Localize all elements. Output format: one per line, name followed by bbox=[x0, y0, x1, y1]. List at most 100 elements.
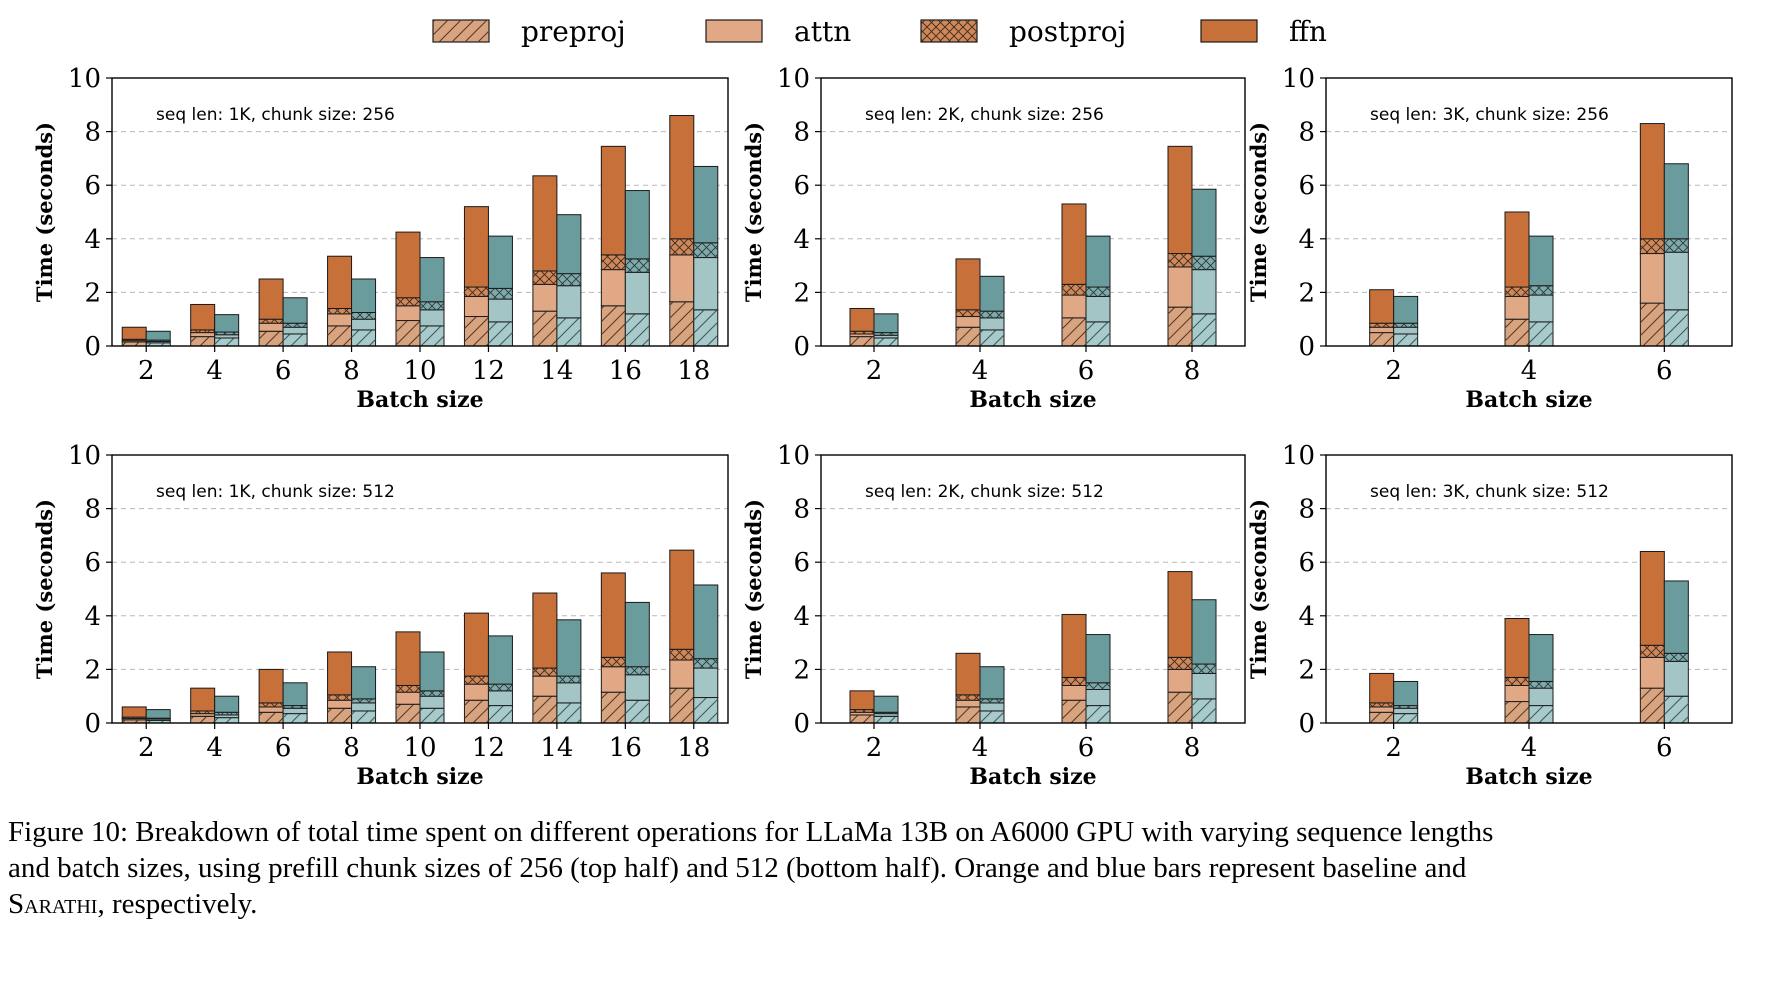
bar-pattern-preproj bbox=[1529, 321, 1553, 346]
bar-sarathi-attn bbox=[351, 702, 377, 712]
x-tick-label: 2 bbox=[138, 356, 155, 386]
bar-pattern-postproj bbox=[1086, 682, 1110, 690]
bar-pattern-preproj bbox=[283, 713, 308, 723]
bar-baseline-attn bbox=[327, 699, 353, 709]
bar-baseline-attn bbox=[1504, 684, 1530, 703]
bar-sarathi-attn bbox=[693, 257, 719, 311]
bar-pattern-postproj bbox=[122, 717, 147, 719]
legend-swatch-ffn bbox=[1200, 19, 1258, 43]
x-axis-label: Batch size bbox=[969, 764, 1096, 790]
y-tick-label: 8 bbox=[84, 495, 101, 525]
bar-pattern-preproj bbox=[532, 311, 557, 346]
bar-pattern-preproj bbox=[601, 305, 626, 346]
chart-panel-3: seq len: 3K, chunk size: 256 2 4 6 0 2 4 6 8 10 Ba… bbox=[1246, 64, 1733, 413]
x-tick-label: 4 bbox=[1521, 356, 1538, 386]
bar-pattern-postproj bbox=[556, 676, 581, 683]
bar-sarathi-attn bbox=[1528, 294, 1554, 323]
y-tick-label: 0 bbox=[1298, 332, 1315, 362]
x-tick-label: 6 bbox=[1656, 356, 1673, 386]
bar-baseline-ffn bbox=[1369, 672, 1395, 704]
bar-pattern-postproj bbox=[122, 339, 147, 341]
bar-pattern-preproj bbox=[1393, 713, 1418, 723]
bar-pattern-postproj bbox=[1192, 256, 1216, 270]
bar-pattern-preproj bbox=[396, 320, 420, 346]
bar-pattern-preproj bbox=[488, 321, 513, 346]
bar-sarathi-attn bbox=[556, 682, 582, 704]
legend-label-preproj: preproj bbox=[521, 15, 626, 48]
legend-item-preproj: preproj bbox=[432, 15, 626, 48]
bar-pattern-preproj bbox=[1168, 307, 1192, 346]
bar-sarathi-ffn bbox=[624, 190, 650, 260]
bar-baseline-ffn bbox=[258, 668, 284, 704]
bar-baseline-ffn bbox=[849, 690, 875, 711]
bar-sarathi-ffn bbox=[214, 314, 240, 333]
bar-baseline-attn bbox=[955, 316, 981, 328]
bar-pattern-postproj bbox=[283, 705, 308, 709]
bar-pattern-preproj bbox=[956, 706, 980, 723]
bar-sarathi-ffn bbox=[1528, 235, 1554, 287]
bar-sarathi-ffn bbox=[1528, 634, 1554, 682]
bar-sarathi-attn bbox=[624, 271, 650, 315]
x-tick-label: 8 bbox=[1184, 733, 1201, 763]
bar-baseline-attn bbox=[1061, 684, 1087, 701]
y-tick-label: 6 bbox=[1298, 548, 1315, 578]
bar-pattern-preproj bbox=[1640, 688, 1665, 723]
bar-pattern-preproj bbox=[122, 341, 147, 346]
bar-sarathi-attn bbox=[979, 702, 1005, 712]
plot-frame bbox=[111, 454, 729, 724]
bar-sarathi-attn bbox=[1191, 269, 1217, 315]
bar-sarathi-ffn bbox=[1393, 680, 1419, 707]
bar-sarathi-attn bbox=[556, 285, 582, 319]
y-tick-label: 4 bbox=[1298, 225, 1315, 255]
bar-baseline-ffn bbox=[1504, 617, 1530, 678]
bar-pattern-preproj bbox=[1369, 712, 1394, 723]
bar-baseline-attn bbox=[395, 305, 421, 322]
plot-frame bbox=[111, 77, 729, 347]
x-tick-label: 8 bbox=[1184, 356, 1201, 386]
bar-sarathi-ffn bbox=[282, 297, 308, 324]
bar-pattern-postproj bbox=[146, 340, 171, 342]
panel-annotation: seq len: 2K, chunk size: 512 bbox=[865, 482, 1104, 502]
y-tick-label: 8 bbox=[84, 118, 101, 148]
chart-panel-4: seq len: 1K, chunk size: 512 2 4 6 8 10 12 14 16… bbox=[32, 441, 729, 790]
bar-sarathi-ffn bbox=[487, 635, 513, 685]
y-tick-label: 4 bbox=[84, 602, 101, 632]
bar-baseline-ffn bbox=[600, 145, 626, 256]
bar-baseline-attn bbox=[955, 699, 981, 708]
bar-baseline-attn bbox=[258, 706, 284, 713]
bar-sarathi-attn bbox=[1085, 689, 1111, 707]
bar-pattern-postproj bbox=[601, 254, 626, 270]
x-tick-label: 8 bbox=[343, 356, 360, 386]
bar-pattern-preproj bbox=[1192, 698, 1216, 723]
bar-sarathi-attn bbox=[1393, 326, 1419, 335]
y-tick-label: 10 bbox=[68, 441, 101, 471]
y-tick-label: 4 bbox=[1298, 602, 1315, 632]
bar-pattern-postproj bbox=[956, 309, 980, 317]
bar-baseline-attn bbox=[1369, 326, 1395, 334]
figure-caption: Figure 10: Breakdown of total time spent… bbox=[8, 814, 1778, 922]
chart-panel-5: seq len: 2K, chunk size: 512 2 4 6 8 0 2 4 6 8 10 B… bbox=[741, 441, 1246, 790]
y-tick-label: 4 bbox=[84, 225, 101, 255]
y-tick-label: 6 bbox=[793, 171, 810, 201]
bar-pattern-postproj bbox=[1369, 702, 1394, 707]
bar-sarathi-attn bbox=[624, 674, 650, 701]
x-tick-label: 16 bbox=[609, 356, 642, 386]
bar-pattern-postproj bbox=[488, 684, 513, 691]
bar-pattern-postproj bbox=[351, 698, 376, 703]
legend-swatch-pattern bbox=[921, 20, 977, 42]
figure: preproj attn postproj ffn seq len: 1K, chun… bbox=[32, 15, 1733, 790]
chart-panel-1: seq len: 1K, chunk size: 256 2 4 6 8 10 12 14 16… bbox=[32, 64, 729, 413]
bar-pattern-postproj bbox=[464, 676, 489, 685]
bar-pattern-preproj bbox=[464, 700, 489, 723]
bar-pattern-preproj bbox=[259, 331, 284, 346]
bar-pattern-postproj bbox=[1192, 664, 1216, 674]
bar-pattern-postproj bbox=[669, 238, 694, 255]
x-tick-label: 16 bbox=[609, 733, 642, 763]
bar-pattern-postproj bbox=[1393, 705, 1418, 709]
bar-baseline-ffn bbox=[532, 175, 558, 272]
bar-sarathi-attn bbox=[487, 298, 513, 323]
bar-pattern-postproj bbox=[1168, 657, 1192, 670]
bar-pattern-postproj bbox=[1393, 323, 1418, 328]
bar-sarathi-attn bbox=[1528, 687, 1554, 707]
bar-baseline-attn bbox=[1167, 668, 1193, 693]
